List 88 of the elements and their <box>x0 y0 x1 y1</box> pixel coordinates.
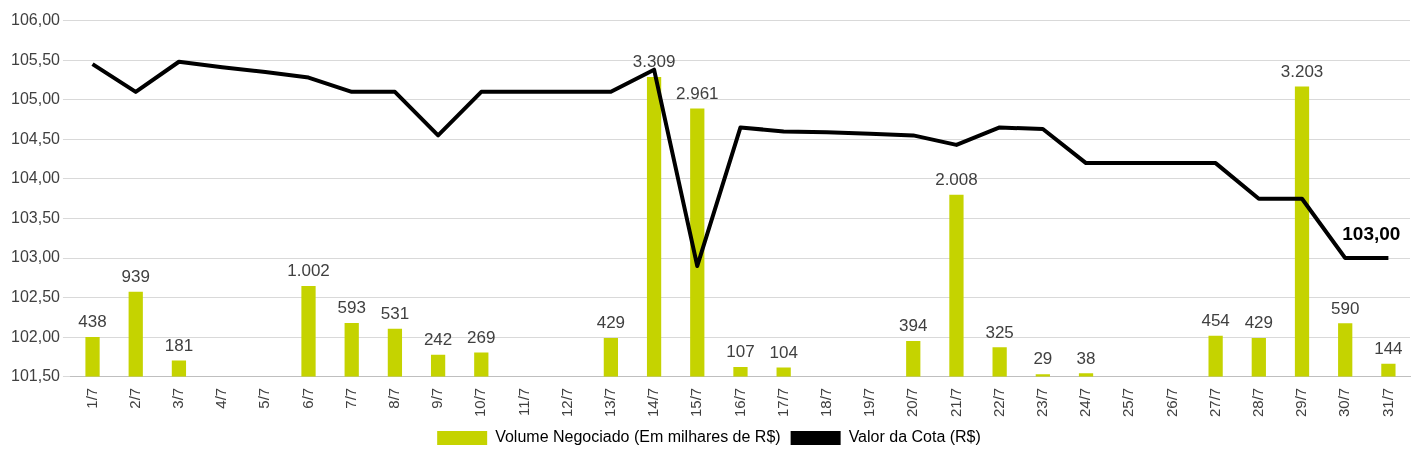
data-label: 1.002 <box>287 261 330 281</box>
x-tick-label: 2/7 <box>125 387 143 409</box>
bar <box>733 367 748 377</box>
y-tick-label: 102,50 <box>11 288 61 306</box>
bar <box>949 194 964 377</box>
data-label: 593 <box>337 298 366 318</box>
bar <box>603 337 619 377</box>
x-tick-label: 21/7 <box>946 387 964 418</box>
bar <box>1208 335 1223 377</box>
data-label: 325 <box>985 322 1014 342</box>
x-tick-label: 20/7 <box>903 387 921 418</box>
x-tick-label: 28/7 <box>1248 387 1266 418</box>
y-tick-label: 104,50 <box>11 129 61 147</box>
x-tick-label: 31/7 <box>1378 387 1396 418</box>
data-label: 2.961 <box>676 83 719 103</box>
x-tick-label: 11/7 <box>514 387 532 416</box>
bar <box>85 337 100 377</box>
data-label: 438 <box>78 312 107 332</box>
y-tick-label: 105,50 <box>11 50 61 68</box>
data-label: 939 <box>121 266 150 286</box>
data-label: 269 <box>467 327 496 347</box>
x-tick-label: 9/7 <box>428 387 446 409</box>
data-label: 454 <box>1201 310 1230 330</box>
x-tick-label: 15/7 <box>687 387 705 418</box>
y-tick-label: 103,50 <box>11 208 61 226</box>
x-tick-label: 3/7 <box>169 387 187 409</box>
x-tick-label: 16/7 <box>730 387 748 418</box>
legend-label: Volume Negociado (Em milhares de R$) <box>495 428 781 446</box>
x-tick-label: 25/7 <box>1119 387 1137 418</box>
bar <box>128 291 143 377</box>
bar <box>430 354 446 377</box>
x-tick-label: 26/7 <box>1162 387 1180 418</box>
y-tick-label: 102,00 <box>11 327 61 345</box>
x-tick-label: 1/7 <box>82 387 100 409</box>
bar <box>1381 363 1396 377</box>
x-tick-label: 6/7 <box>298 387 316 409</box>
bar <box>992 347 1007 377</box>
x-tick-label: 17/7 <box>773 387 791 418</box>
x-tick-label: 5/7 <box>255 387 273 409</box>
data-label: 181 <box>164 335 194 355</box>
x-tick-label: 18/7 <box>817 387 834 418</box>
data-label: 394 <box>899 316 928 336</box>
data-label: 2.008 <box>935 169 978 189</box>
data-label: 3.309 <box>632 52 676 72</box>
x-tick-label: 7/7 <box>341 387 359 409</box>
bar <box>1338 323 1353 377</box>
legend-label: Valor da Cota (R$) <box>848 428 981 446</box>
bar <box>387 328 403 377</box>
x-tick-label: 24/7 <box>1076 387 1094 418</box>
x-tick-label: 19/7 <box>860 387 878 418</box>
x-tick-label: 14/7 <box>644 387 662 418</box>
y-tick-label: 101,50 <box>11 367 61 385</box>
x-tick-label: 10/7 <box>471 387 489 418</box>
data-label: 38 <box>1076 348 1096 368</box>
x-tick-label: 30/7 <box>1335 387 1353 418</box>
x-tick-label: 22/7 <box>989 387 1007 418</box>
bar <box>474 352 489 377</box>
x-tick-label: 13/7 <box>601 387 619 418</box>
data-label: 531 <box>380 303 410 323</box>
x-tick-label: 8/7 <box>385 387 403 409</box>
data-label: 242 <box>423 330 453 350</box>
y-tick-label: 105,00 <box>11 90 61 108</box>
data-label: 144 <box>1374 338 1403 358</box>
x-tick-label: 12/7 <box>557 387 575 418</box>
bar <box>1294 86 1310 377</box>
bar <box>906 341 921 377</box>
x-tick-label: 23/7 <box>1032 387 1050 418</box>
y-tick-label: 104,00 <box>11 169 61 187</box>
bar <box>646 76 662 377</box>
bar <box>344 323 359 377</box>
bar <box>776 367 791 377</box>
data-label: 590 <box>1331 298 1360 318</box>
x-tick-label: 27/7 <box>1205 387 1223 418</box>
data-label: 29 <box>1033 349 1053 369</box>
bar <box>171 360 187 377</box>
y-tick-label: 106,00 <box>11 11 61 29</box>
data-label: 104 <box>769 342 798 362</box>
data-label: 107 <box>726 342 755 362</box>
bar <box>690 108 705 377</box>
data-label: 429 <box>596 313 626 333</box>
bar <box>1251 337 1266 377</box>
annotation: 103,00 <box>1342 222 1401 244</box>
bar <box>301 285 316 377</box>
data-label: 3.203 <box>1280 61 1324 81</box>
x-tick-label: 29/7 <box>1292 387 1310 418</box>
y-tick-label: 103,00 <box>11 248 61 266</box>
data-label: 429 <box>1244 313 1273 333</box>
x-tick-label: 4/7 <box>212 387 230 409</box>
